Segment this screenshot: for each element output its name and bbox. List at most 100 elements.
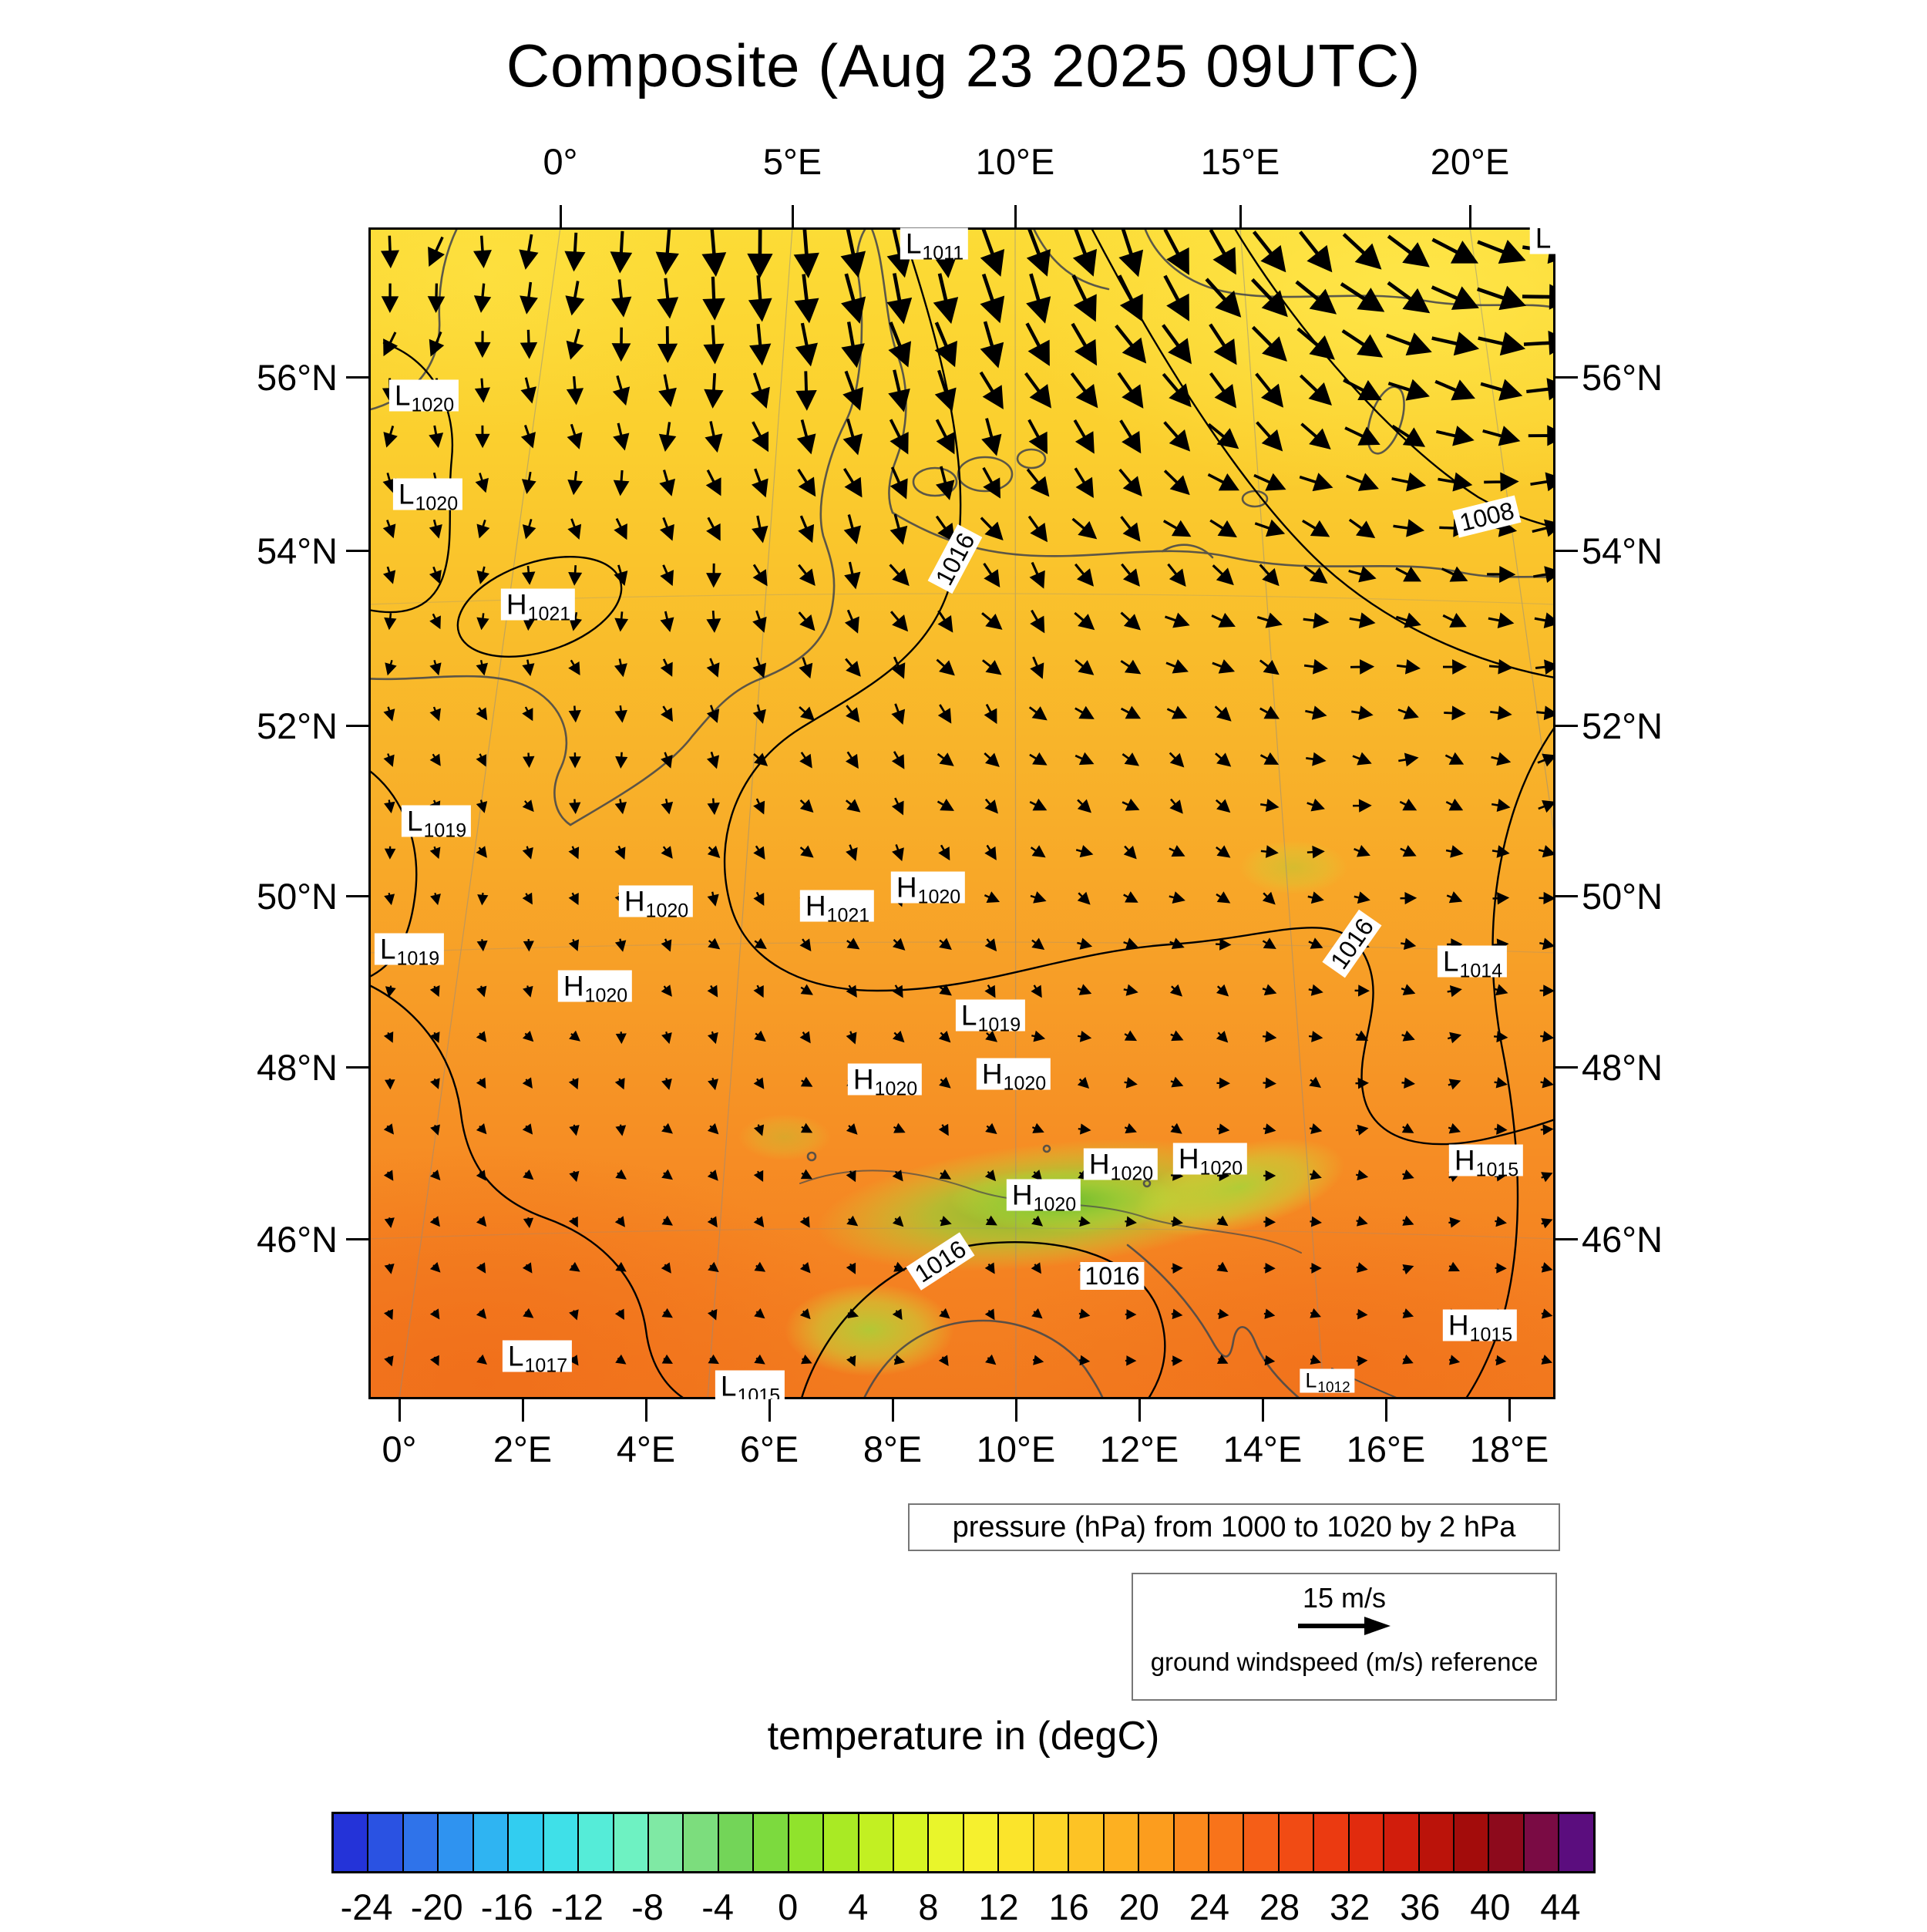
wind-arrow [522,1262,533,1274]
wind-arrow [429,1308,440,1320]
wind-arrow [939,937,952,951]
pressure-center-label: H1020 [618,885,694,921]
wind-arrow [1031,1262,1041,1274]
wind-arrow [1171,1263,1183,1274]
wind-arrow [1077,984,1092,995]
wind-arrow [476,1123,487,1135]
wind-arrow [981,418,1002,456]
wind-arrow [704,372,724,409]
wind-arrow [1115,324,1147,364]
wind-arrow [610,231,633,274]
wind-arrow [428,236,445,267]
wind-arrow [705,421,723,453]
wind-reference-arrow-icon [1298,1617,1391,1635]
wind-arrow [429,1261,441,1273]
wind-arrow [1163,228,1189,275]
axis-tick [791,205,794,227]
wind-arrow [1400,845,1417,857]
axis-tick [1014,1399,1017,1422]
wind-arrow [752,515,768,544]
wind-arrow [1541,1262,1553,1273]
pressure-center-label: L1020 [388,379,459,415]
wind-arrow [1307,891,1324,904]
pressure-value: 1020 [917,886,961,908]
wind-arrow [984,752,1000,767]
wind-arrow [1252,231,1286,273]
wind-arrow [890,611,909,632]
colorbar-cell [718,1814,755,1871]
cold-patch [785,1284,954,1376]
wind-arrow [1526,378,1555,401]
wind-arrow [382,520,396,539]
wind-arrow [1125,1216,1137,1227]
wind-arrow [1031,1123,1044,1133]
pressure-center-label: H1020 [1172,1143,1248,1178]
wind-arrow [1446,891,1463,904]
wind-arrow [615,752,628,769]
wind-arrow [1029,752,1048,766]
wind-arrow [1355,1124,1369,1136]
wind-arrow [1540,1124,1554,1136]
wind-arrow [936,658,955,676]
wind-arrow [1207,473,1239,491]
wind-arrow [614,658,627,678]
wind-arrow [1541,1308,1553,1319]
wind-arrow [660,611,674,632]
wind-arrow [1356,1308,1368,1320]
wind-arrow [1122,752,1139,766]
wind-arrow [1356,1355,1368,1366]
axis-tick [1555,894,1578,897]
wind-arrow [845,799,861,813]
wind-arrow [473,235,492,268]
wind-arrow [568,846,580,860]
wind-arrow [615,1261,627,1272]
colorbar-tick-label: 4 [848,1887,869,1927]
wind-arrow [476,613,489,631]
wind-arrow [1303,658,1329,675]
wind-arrow [1074,752,1095,766]
wind-arrow [1259,564,1280,587]
wind-arrow [846,1262,856,1274]
wind-arrow [1491,845,1510,858]
wind-arrow [1216,937,1232,951]
wind-arrow [1169,984,1182,997]
colorbar-cell [789,1814,825,1871]
wind-arrow [980,517,1004,541]
wind-arrow [522,706,533,722]
wind-arrow [1399,799,1418,811]
wind-arrow [938,1355,949,1366]
wind-arrow [385,659,397,676]
wind-arrow [984,1308,995,1321]
wind-arrow [1354,985,1370,997]
wind-arrow [614,1078,625,1090]
wind-arrow [708,937,721,950]
wind-arrow [610,279,632,318]
wind-arrow [383,425,398,448]
lon-tick-label: 16°E [1346,1429,1426,1469]
pressure-value: 1021 [527,603,571,625]
wind-arrow [661,1354,673,1364]
axis-tick [768,1399,771,1422]
map-plot-area: L1011 L L1020 L1020 H1021 L1019 L1019 H1020 H102… [368,227,1555,1399]
wind-arrow [937,798,954,811]
wind-arrow [385,1078,395,1090]
wind-arrow [1295,280,1337,315]
wind-arrow [614,564,628,587]
wind-arrow [1027,515,1048,543]
wind-arrow [476,1262,486,1274]
wind-arrow [1026,468,1050,497]
wind-vector-layer [380,227,1555,1367]
wind-arrow [795,371,817,411]
pressure-letter: L [960,999,977,1032]
wind-arrow [703,325,725,365]
wind-arrow [1538,845,1555,858]
axis-tick [644,1399,647,1422]
wind-arrow [939,1169,952,1180]
wind-arrow [1024,372,1051,409]
isobar-label: 1016 [1322,909,1382,978]
wind-arrow [476,1170,486,1181]
wind-arrow [429,331,445,357]
wind-arrow [1343,379,1382,401]
wind-arrow [1480,379,1523,401]
